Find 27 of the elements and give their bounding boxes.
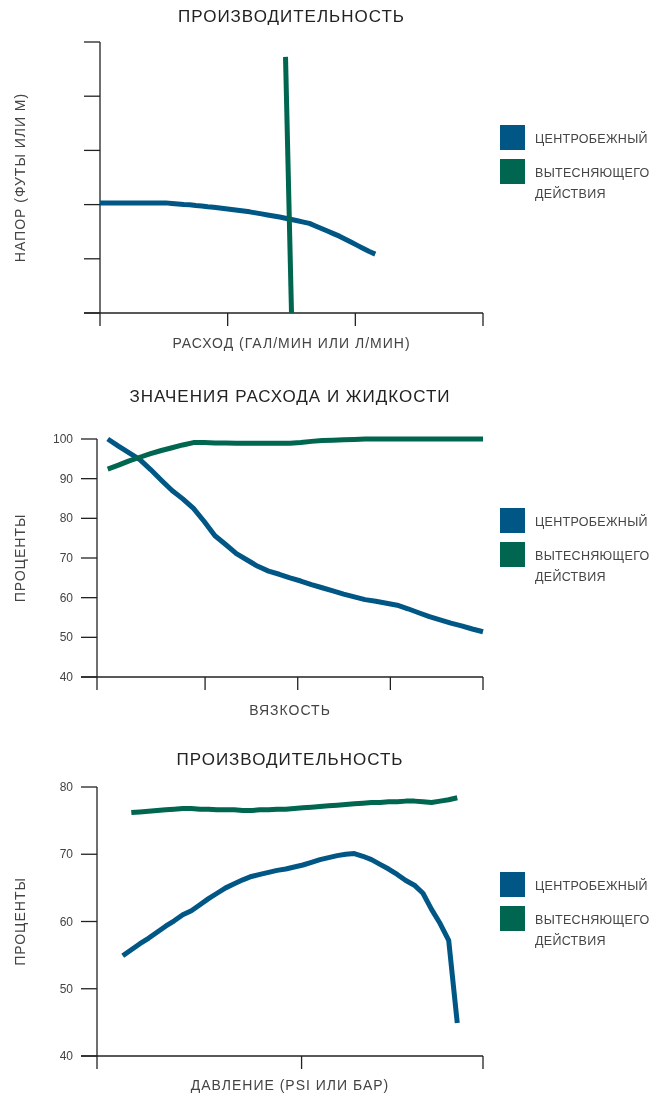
y-tick-label: 60 [59, 590, 74, 605]
y-tick-label: 40 [59, 1049, 74, 1063]
y-tick-label: 40 [59, 670, 74, 684]
y-axis-title: ПРОЦЕНТЫ [12, 877, 28, 966]
x-axis-title: РАСХОД (ГАЛ/МИН ИЛИ Л/МИН) [172, 335, 411, 351]
y-tick-label: 100 [52, 432, 74, 446]
y-tick-label: 90 [59, 471, 74, 486]
legend-label: ЦЕНТРОБЕЖНЫЙ [535, 878, 648, 893]
y-axis-title: НАПОР (ФУТЫ ИЛИ М) [12, 92, 28, 263]
legend-label: ВЫТЕСНЯЮЩЕГО ДЕЙСТВИЯ [535, 549, 650, 584]
legend-label: ВЫТЕСНЯЮЩЕГО ДЕЙСТВИЯ [535, 166, 650, 201]
chart-title: ЗНАЧЕНИЯ РАСХОДА И ЖИДКОСТИ [129, 387, 451, 406]
y-tick-label: 80 [59, 780, 74, 794]
y-tick-label: 50 [59, 630, 74, 645]
y-tick-label: 80 [59, 511, 74, 526]
chart-title: ПРОИЗВОДИТЕЛЬНОСТЬ [177, 7, 406, 26]
y-tick-label: 70 [59, 551, 74, 565]
y-axis-title: ПРОЦЕНТЫ [12, 513, 28, 603]
x-axis-title: ВЯЗКОСТЬ [249, 702, 331, 718]
legend-label: ВЫТЕСНЯЮЩЕГО ДЕЙСТВИЯ [535, 913, 650, 948]
y-tick-label: 60 [59, 914, 74, 929]
legend-label: ЦЕНТРОБЕЖНЫЙ [535, 131, 648, 146]
x-axis-title: ДАВЛЕНИЕ (PSI ИЛИ БАР) [190, 1077, 390, 1093]
y-tick-label: 70 [59, 847, 74, 862]
y-tick-label: 50 [59, 981, 74, 996]
legend-label: ЦЕНТРОБЕЖНЫЙ [535, 514, 648, 529]
chart-title: ПРОИЗВОДИТЕЛЬНОСТЬ [176, 750, 404, 769]
